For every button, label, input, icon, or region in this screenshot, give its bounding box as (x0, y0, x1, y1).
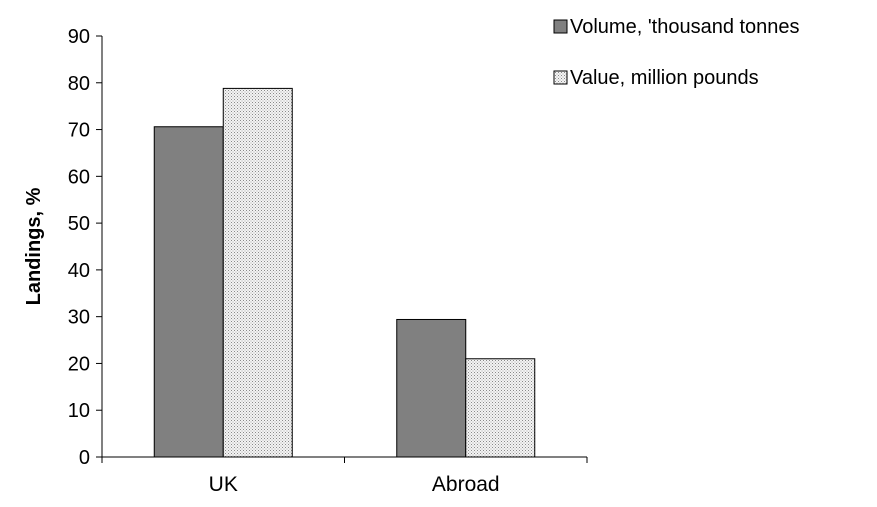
legend-label: Volume, 'thousand tonnes (570, 16, 800, 38)
x-tick-label: Abroad (432, 473, 500, 496)
y-tick-label: 60 (68, 166, 90, 188)
legend-swatch (553, 19, 568, 34)
y-axis-title: Landings, % (23, 187, 45, 305)
bar-uk-series-1 (222, 87, 293, 458)
bars (153, 87, 536, 458)
labels: 0 10 20 30 40 50 60 70 80 90 UK Abroad Landings, % (23, 26, 500, 496)
y-tick-label: 80 (68, 73, 90, 95)
legend: Volume, 'thousand tonnes Value, million p… (553, 16, 800, 89)
y-tick-label: 40 (68, 260, 90, 282)
legend-swatch (553, 70, 568, 85)
legend-label: Value, million pounds (570, 67, 759, 89)
y-tick-label: 0 (79, 447, 90, 469)
y-tick-label: 90 (68, 26, 90, 48)
bar-abroad-series-1 (465, 358, 536, 458)
bar-abroad-series-0 (396, 318, 467, 458)
y-tick-label: 10 (68, 400, 90, 422)
y-tick-label: 70 (68, 120, 90, 142)
y-tick-label: 30 (68, 307, 90, 329)
y-tick-label: 20 (68, 353, 90, 375)
bar-uk-series-0 (153, 126, 224, 458)
x-tick-label: UK (209, 473, 238, 496)
y-tick-label: 50 (68, 213, 90, 235)
